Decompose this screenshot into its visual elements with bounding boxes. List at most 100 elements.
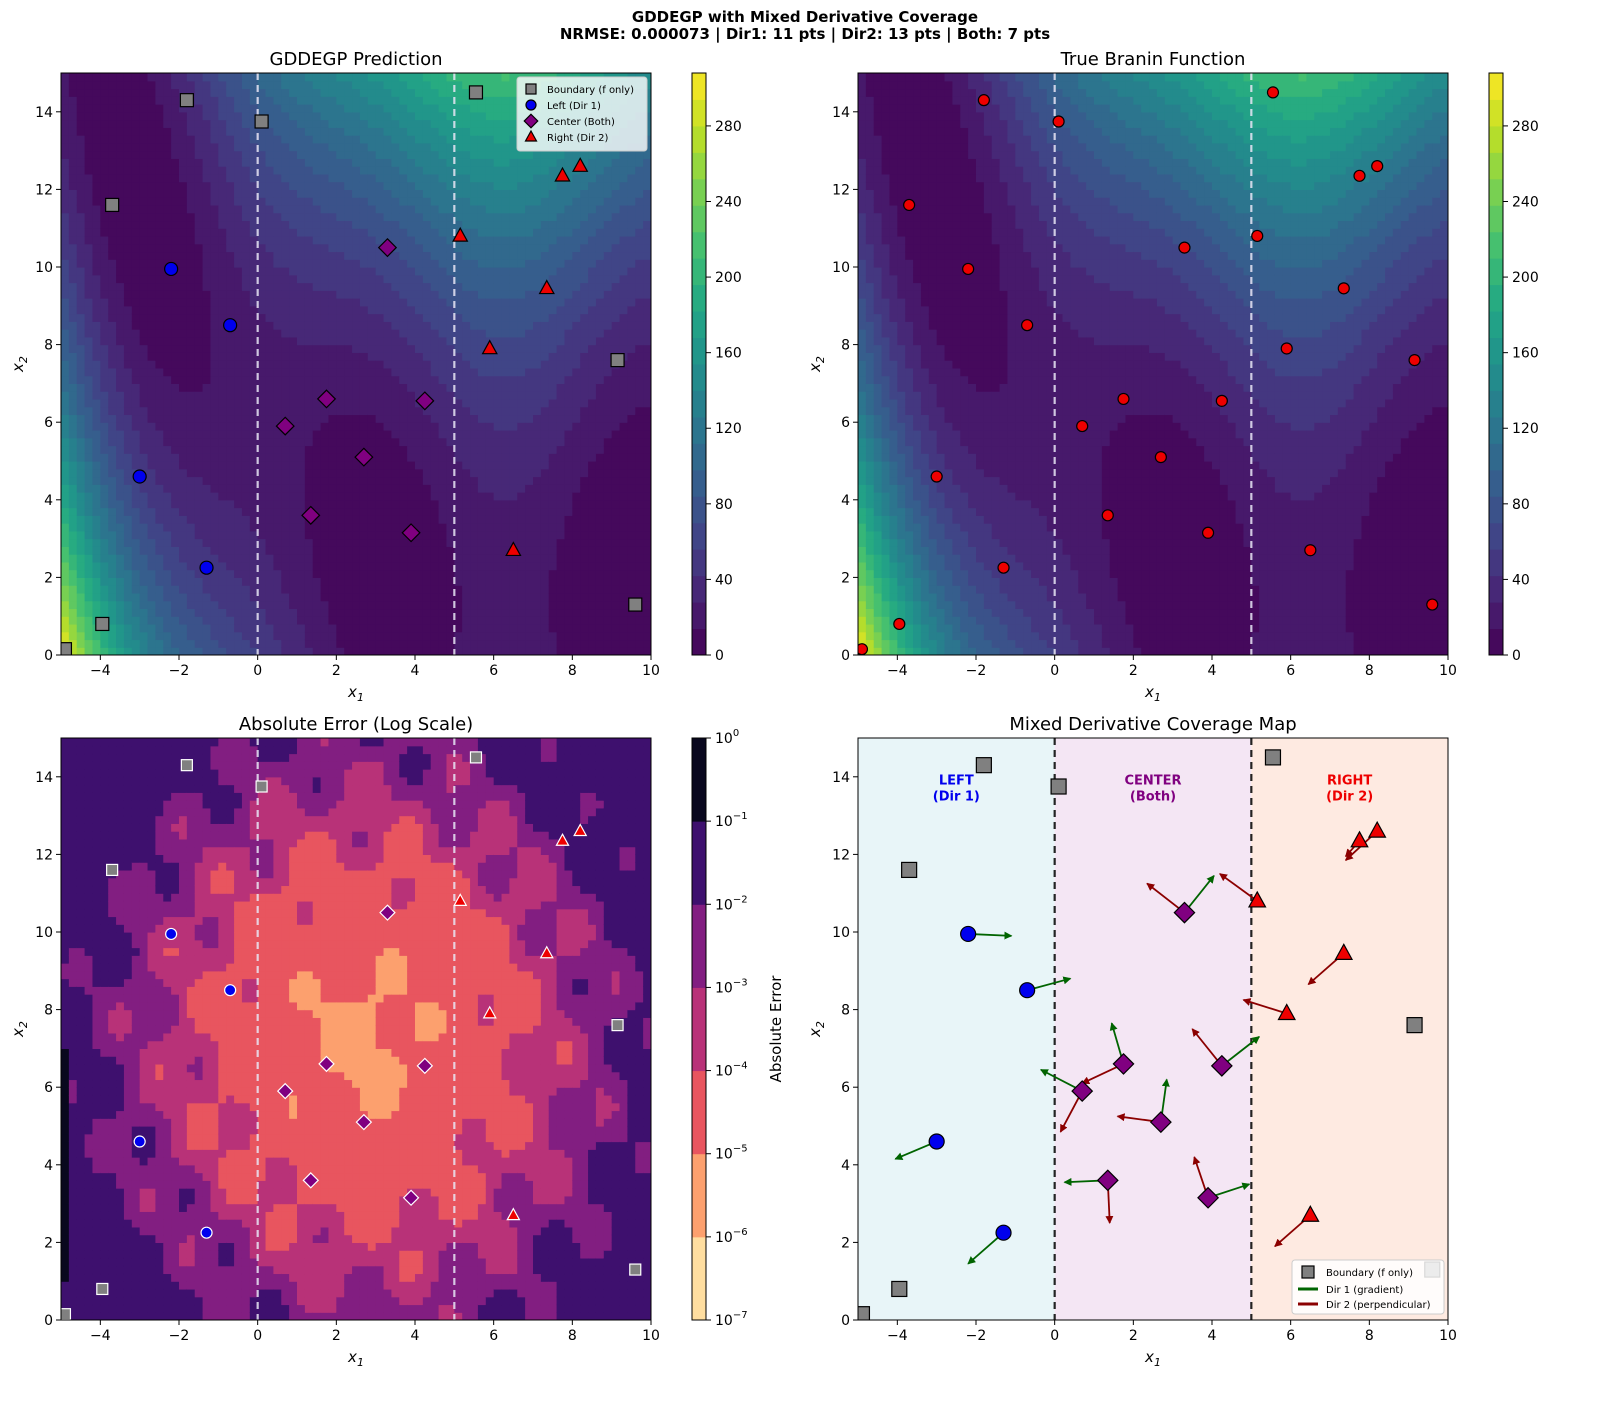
contour-cell [171, 422, 180, 431]
contour-cell [320, 484, 330, 493]
contour-cell [556, 228, 566, 237]
contour-cell [533, 569, 542, 578]
contour-cell [548, 173, 558, 183]
contour-cell [234, 274, 243, 284]
contour-cell [100, 476, 109, 485]
contour-cell [477, 554, 487, 563]
contour-cell [399, 414, 408, 423]
contour-cell [194, 398, 204, 408]
contour-cell [391, 414, 400, 423]
contour-cell [123, 282, 133, 291]
contour-cell [163, 243, 172, 253]
contour-cell [273, 96, 282, 105]
contour-cell [344, 251, 353, 260]
contour-cell [84, 569, 94, 578]
contour-cell [391, 344, 400, 353]
contour-cell [580, 492, 589, 501]
contour-cell [155, 204, 164, 214]
contour-cell [415, 220, 424, 229]
contour-cell [61, 204, 70, 214]
contour-cell [446, 212, 455, 222]
contour-cell [328, 305, 337, 315]
contour-cell [289, 181, 298, 190]
contour-cell [383, 228, 392, 237]
contour-cell [485, 561, 495, 571]
contour-cell [139, 608, 149, 617]
contour-cell [257, 546, 267, 555]
contour-cell [533, 181, 542, 190]
contour-cell [100, 445, 109, 454]
contour-cell [430, 282, 440, 291]
contour-cell [430, 360, 440, 369]
contour-cell [501, 267, 510, 276]
contour-cell [155, 569, 164, 578]
contour-cell [462, 104, 471, 113]
contour-cell [179, 212, 188, 222]
contour-cell [100, 484, 109, 493]
contour-cell [92, 437, 101, 447]
contour-cell [226, 453, 235, 462]
contour-cell [304, 119, 314, 128]
contour-cell [320, 220, 330, 229]
contour-cell [241, 298, 251, 307]
contour-cell [336, 383, 345, 392]
contour-cell [194, 344, 204, 353]
contour-cell [399, 197, 408, 206]
contour-cell [344, 616, 353, 625]
contour-cell [116, 585, 125, 594]
contour-cell [139, 383, 149, 392]
contour-cell [312, 383, 322, 392]
contour-cell [218, 608, 227, 617]
contour-cell [226, 344, 235, 353]
contour-cell [131, 453, 141, 462]
contour-cell [493, 577, 503, 586]
contour-cell [415, 212, 424, 222]
contour-cell [194, 429, 204, 439]
contour-cell [367, 383, 377, 392]
contour-cell [155, 274, 164, 284]
contour-cell [210, 391, 219, 400]
contour-cell [210, 329, 219, 338]
contour-cell [407, 321, 416, 330]
contour-cell [116, 507, 125, 516]
contour-cell [179, 608, 188, 617]
contour-cell [257, 73, 267, 82]
contour-cell [139, 429, 149, 439]
contour-cell [493, 476, 503, 485]
contour-cell [68, 336, 78, 346]
contour-cell [84, 375, 94, 384]
contour-cell [344, 561, 353, 571]
contour-cell [328, 80, 337, 90]
contour-cell [297, 344, 306, 353]
contour-cell [194, 282, 204, 291]
contour-cell [92, 282, 101, 291]
contour-cell [100, 127, 109, 136]
contour-cell [517, 321, 526, 330]
contour-cell [76, 414, 86, 423]
contour-cell [210, 507, 219, 516]
contour-cell [422, 461, 432, 470]
contour-cell [493, 631, 503, 641]
contour-cell [564, 422, 573, 431]
contour-cell [509, 313, 518, 322]
contour-cell [61, 608, 70, 617]
contour-cell [100, 96, 109, 105]
contour-cell [470, 181, 479, 190]
contour-cell [92, 166, 101, 175]
contour-cell [446, 383, 455, 392]
contour-cell [155, 429, 164, 439]
contour-cell [249, 476, 259, 485]
contour-cell [297, 321, 306, 330]
contour-cell [265, 445, 274, 454]
contour-cell [312, 274, 322, 284]
contour-cell [477, 468, 487, 478]
contour-cell [92, 80, 101, 90]
contour-cell [139, 96, 149, 105]
contour-cell [147, 150, 156, 159]
contour-cell [399, 375, 408, 384]
contour-cell [383, 135, 392, 144]
contour-cell [493, 647, 503, 655]
contour-cell [249, 158, 259, 167]
contour-cell [179, 313, 188, 322]
contour-cell [399, 429, 408, 439]
